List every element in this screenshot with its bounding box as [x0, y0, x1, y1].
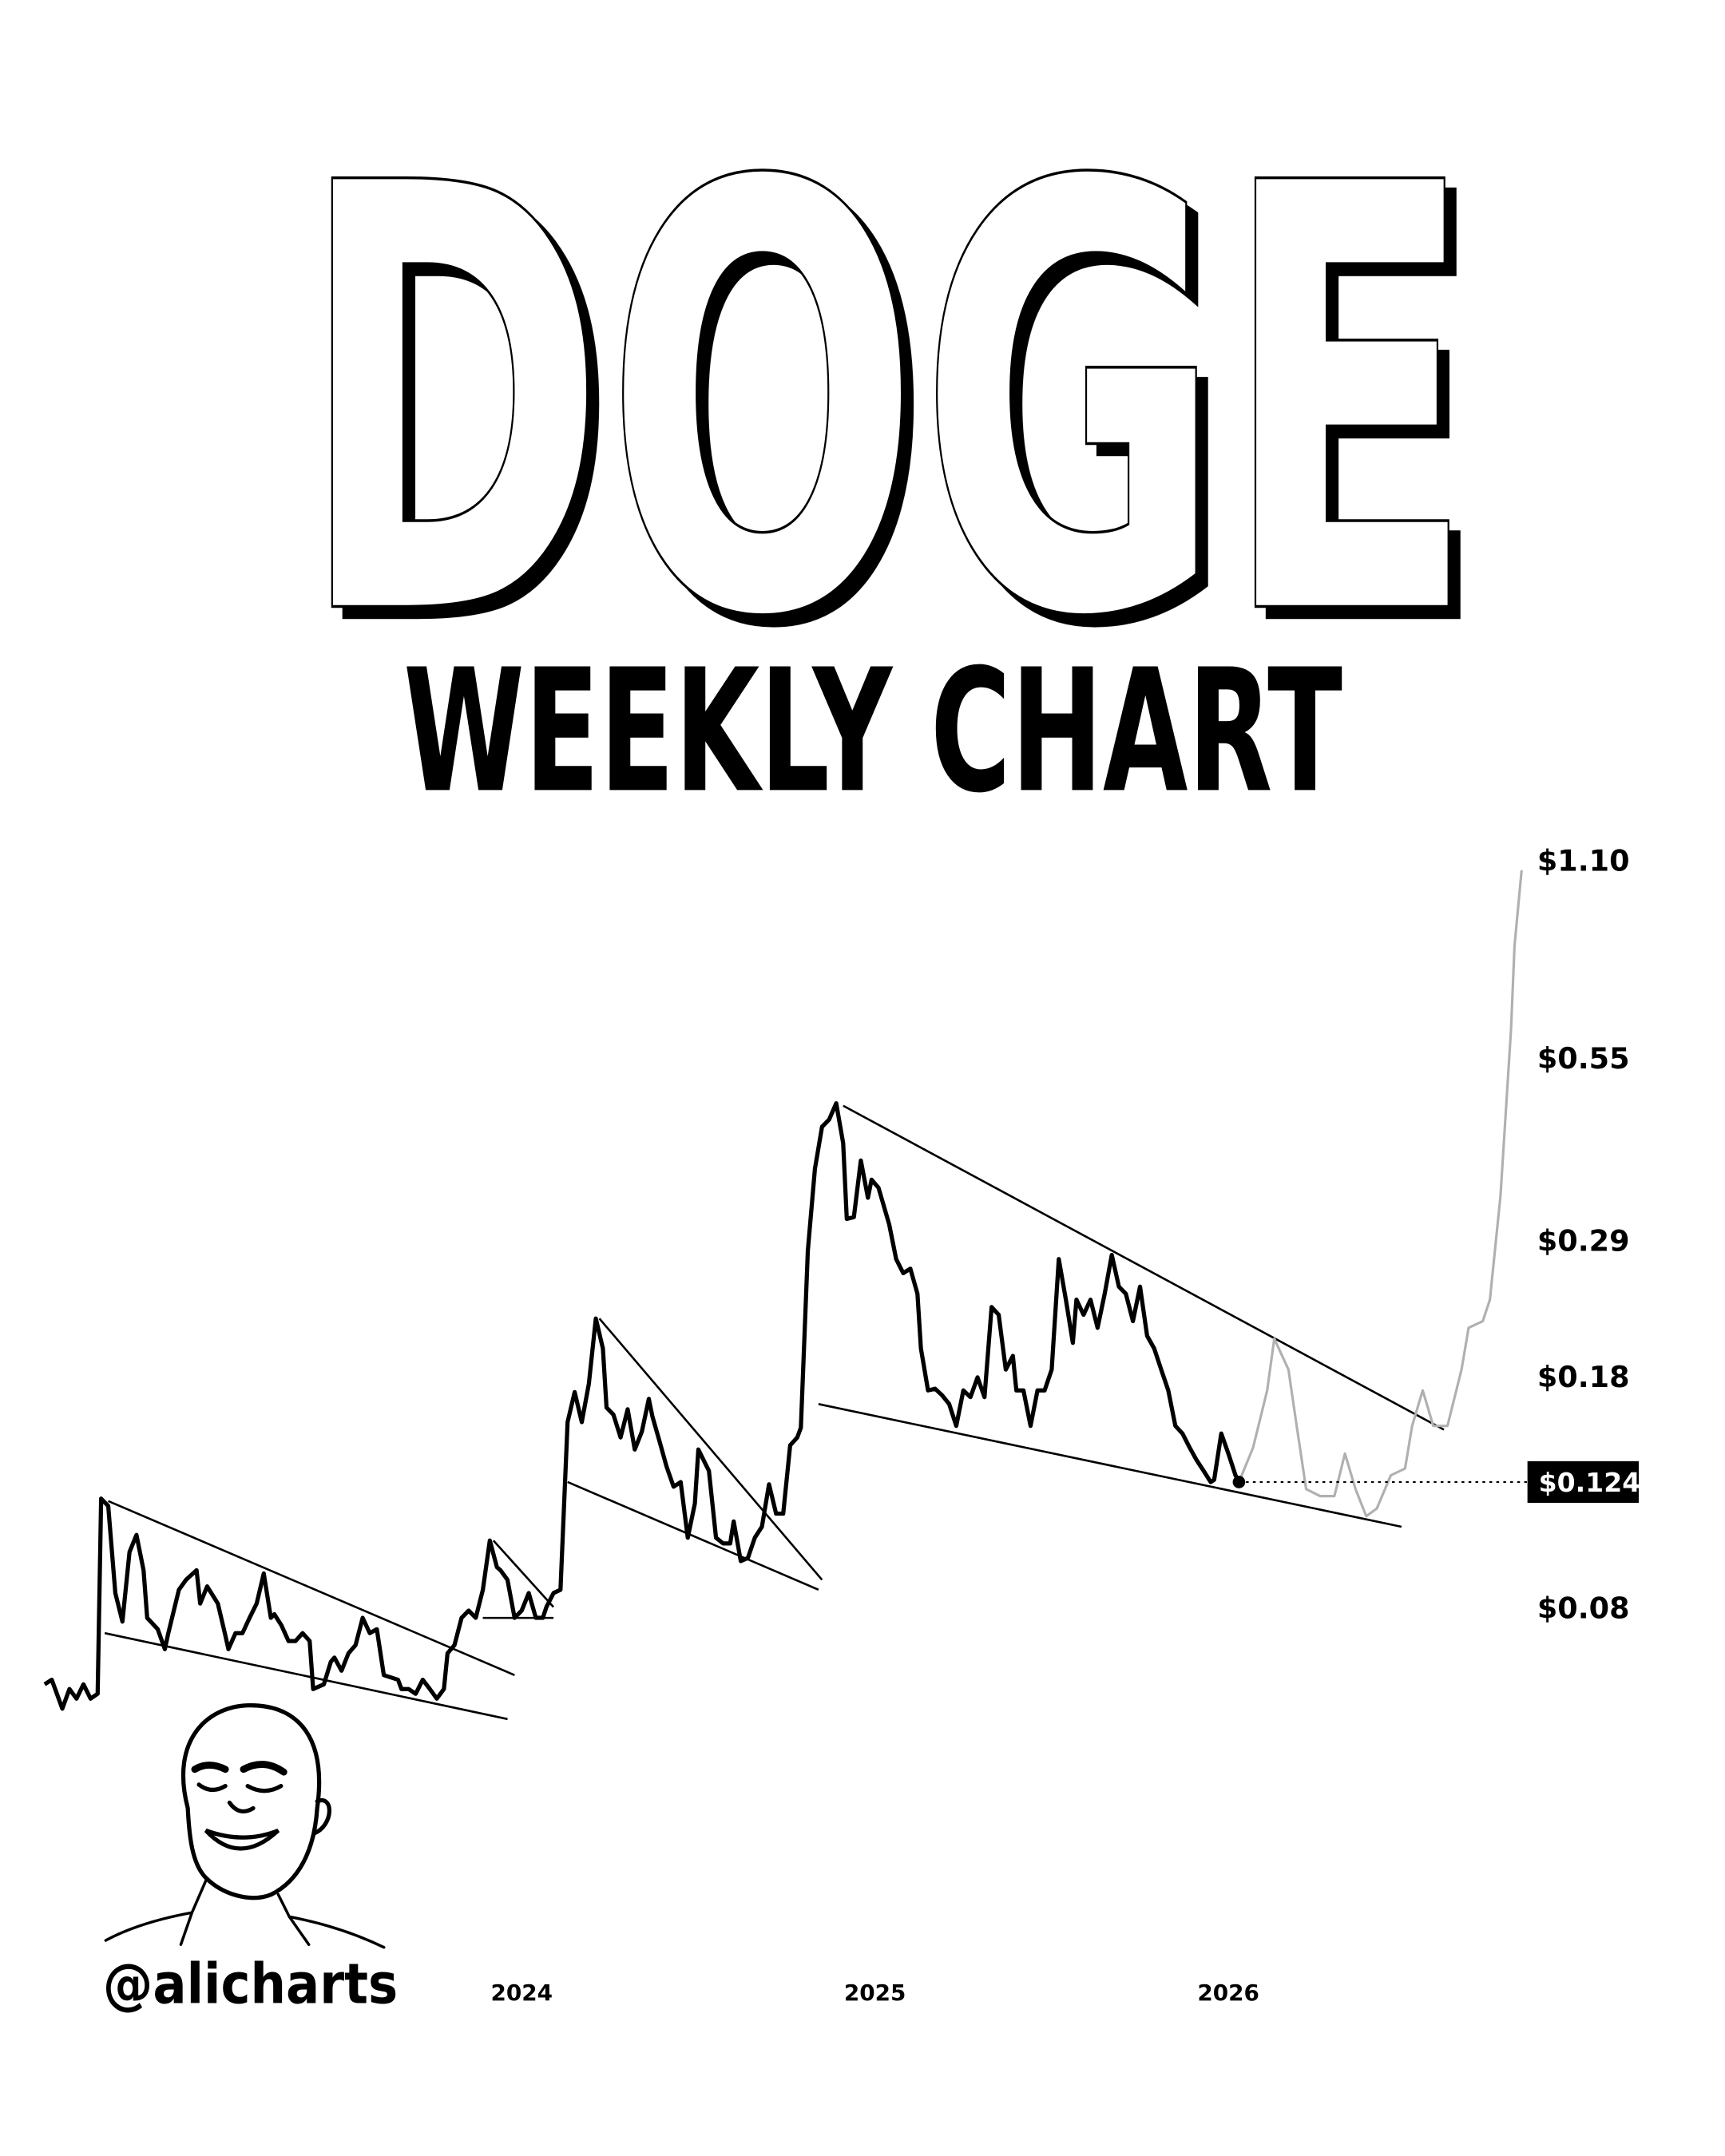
current-price-label: $0.124: [1539, 1467, 1641, 1498]
current-price-marker: [1232, 1476, 1246, 1488]
y-tick-label: $0.08: [1537, 1591, 1630, 1625]
avatar-brow-right: [240, 1761, 288, 1776]
trendlines: [104, 1104, 1445, 1721]
x-tick-label: 2025: [844, 1980, 906, 2006]
trendline: [104, 1631, 508, 1721]
page-title: DOGE: [299, 63, 1475, 743]
x-tick-label: 2026: [1197, 1980, 1259, 2006]
trendline: [492, 1540, 555, 1608]
page-subtitle: WEEKLY CHART: [403, 633, 1342, 830]
avatar-eye-right: [245, 1784, 284, 1793]
trendline: [598, 1318, 823, 1581]
y-tick-label: $0.55: [1537, 1041, 1630, 1076]
avatar-brow-left: [191, 1762, 229, 1774]
x-tick-label: 2024: [490, 1980, 553, 2006]
avatar-eye-left: [196, 1782, 228, 1793]
trendline: [567, 1480, 819, 1591]
current-price-tag-bg: [1527, 1460, 1639, 1504]
trendline: [843, 1104, 1445, 1431]
avatar-smile: [204, 1828, 280, 1851]
trendline: [108, 1500, 515, 1676]
y-tick-label: $0.29: [1537, 1224, 1630, 1258]
avatar-ear: [312, 1797, 332, 1836]
projection-line: [1237, 870, 1523, 1518]
avatar-shoulders: [104, 1879, 386, 1949]
avatar-nose: [227, 1800, 256, 1814]
price-series: [43, 870, 1523, 1711]
y-tick-label: $1.10: [1537, 843, 1630, 878]
x-axis: 2024 2025 2026: [490, 1980, 1259, 2006]
author-handle: @alicharts: [103, 1952, 398, 2016]
current-price-tag: $0.124: [1527, 1460, 1641, 1504]
price-line: [43, 1101, 1241, 1711]
y-axis: $1.10 $0.55 $0.29 $0.18 $0.08: [1537, 843, 1630, 1625]
trendline: [818, 1403, 1402, 1528]
avatar: [104, 1702, 386, 1949]
avatar-head: [180, 1702, 322, 1900]
y-tick-label: $0.18: [1537, 1360, 1630, 1394]
